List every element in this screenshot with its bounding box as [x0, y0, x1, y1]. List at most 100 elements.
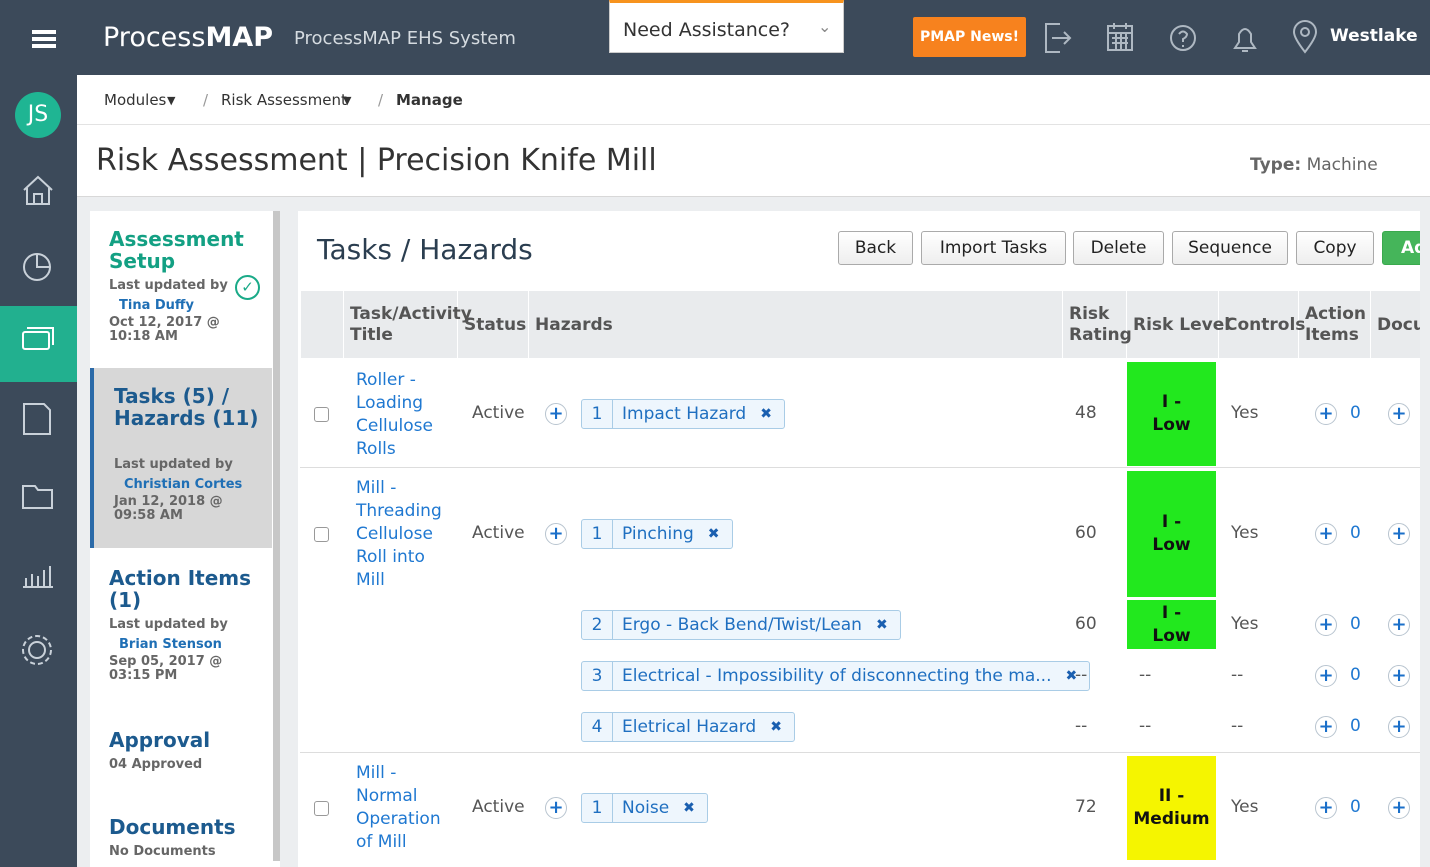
complete-icon: ✓: [235, 275, 260, 300]
controls: --: [1231, 716, 1244, 736]
sidebar-icons: [15, 30, 61, 665]
hazard-name[interactable]: Electrical - Impossibility of disconnect…: [622, 666, 1052, 686]
location[interactable]: Westlake: [1330, 26, 1418, 46]
column-header[interactable]: Action Items: [1305, 304, 1366, 345]
action-items[interactable]: 0: [1350, 523, 1361, 543]
add-action[interactable]: +: [1315, 403, 1337, 425]
hazard-name[interactable]: Impact Hazard: [622, 404, 747, 424]
action-items[interactable]: 0: [1350, 665, 1361, 685]
task-title[interactable]: Mill - Normal Operation of Mill: [356, 763, 441, 852]
hazard-tag[interactable]: 4 Eletrical Hazard ✖: [581, 712, 795, 742]
sidebar-active: [0, 306, 77, 382]
step[interactable]: Action Items (1) Last updated by Brian Ste…: [90, 550, 272, 710]
task-title[interactable]: Roller - Loading Cellulose Rolls: [356, 370, 433, 459]
crumb[interactable]: Modules: [104, 91, 167, 109]
hazard-tag[interactable]: 1 Noise ✖: [581, 793, 708, 823]
add-document[interactable]: +: [1388, 614, 1410, 636]
step[interactable]: Tasks (5) / Hazards (11) Last updated by C…: [90, 368, 272, 548]
add-document[interactable]: +: [1388, 716, 1410, 738]
hazard-name[interactable]: Eletrical Hazard: [622, 717, 757, 737]
checkbox[interactable]: [314, 407, 329, 422]
column-header[interactable]: Status: [464, 315, 527, 335]
scrollbar: [273, 211, 280, 861]
add-document[interactable]: +: [1388, 403, 1410, 425]
type: Type: Machine: [1250, 155, 1378, 175]
risk-rating: 60: [1075, 523, 1097, 543]
column-header[interactable]: Task/Activity Title: [350, 304, 472, 345]
logo-bold: MAP: [205, 22, 273, 53]
remove-hazard[interactable]: ✖: [1065, 668, 1078, 684]
column-divider: [457, 291, 458, 358]
updated-label: Last updated by: [114, 457, 233, 472]
updated-date: Sep 05, 2017 @ 03:15 PM: [109, 654, 223, 683]
task-title[interactable]: Mill - Threading Cellulose Roll into Mil…: [356, 478, 442, 590]
column-header[interactable]: Docu: [1377, 315, 1420, 335]
updated-date: Jan 12, 2018 @ 09:58 AM: [114, 494, 223, 523]
add-action[interactable]: +: [1315, 614, 1337, 636]
column-header[interactable]: Risk Rating: [1069, 304, 1132, 345]
assistance-dropdown[interactable]: Need Assistance? ⌄: [609, 0, 844, 53]
button[interactable]: Copy: [1296, 231, 1374, 265]
action-items[interactable]: 0: [1350, 716, 1361, 736]
action-items[interactable]: 0: [1350, 797, 1361, 817]
add-hazard[interactable]: +: [545, 523, 567, 545]
updated-label: Last updated by: [109, 617, 228, 632]
button[interactable]: Delete: [1073, 231, 1164, 265]
crumb[interactable]: Manage: [396, 91, 463, 109]
checkbox[interactable]: [314, 801, 329, 816]
column-header[interactable]: Controls: [1225, 315, 1306, 335]
news-button[interactable]: PMAP News!: [913, 17, 1026, 57]
remove-hazard[interactable]: ✖: [707, 526, 720, 542]
logo[interactable]: ProcessMAP: [103, 22, 273, 53]
remove-hazard[interactable]: ✖: [770, 719, 782, 735]
add-action[interactable]: +: [1315, 716, 1337, 738]
add-action[interactable]: +: [1315, 665, 1337, 687]
updated-date: Oct 12, 2017 @ 10:18 AM: [109, 315, 220, 344]
action-items[interactable]: 0: [1350, 403, 1361, 423]
step[interactable]: Assessment Setup Last updated by Tina Duff…: [90, 211, 272, 366]
task-status: Active: [472, 797, 525, 817]
step[interactable]: Approval 04 Approved: [90, 712, 272, 797]
add-action[interactable]: +: [1315, 797, 1337, 819]
hazard-name[interactable]: Noise: [622, 798, 670, 818]
add-action[interactable]: +: [1315, 523, 1337, 545]
button[interactable]: Back: [838, 231, 913, 265]
chevron: ⌄: [818, 17, 832, 36]
add-hazard[interactable]: +: [545, 403, 567, 425]
updated-by[interactable]: Christian Cortes: [124, 477, 243, 492]
row-divider: [300, 467, 1420, 468]
hazard-tag[interactable]: 1 Impact Hazard ✖: [581, 399, 785, 429]
remove-hazard[interactable]: ✖: [760, 406, 772, 422]
task-status: Active: [472, 403, 525, 423]
step-title: Approval: [109, 728, 211, 752]
button[interactable]: Import Tasks: [921, 231, 1066, 265]
type-label: Type:: [1250, 155, 1302, 175]
add-document[interactable]: +: [1388, 797, 1410, 819]
remove-hazard[interactable]: ✖: [683, 800, 695, 816]
button[interactable]: Ad: [1382, 231, 1420, 265]
hazard-tag[interactable]: 2 Ergo - Back Bend/Twist/Lean ✖: [581, 610, 901, 640]
crumb[interactable]: Risk Assessment: [221, 91, 347, 109]
step-title: Assessment Setup: [109, 227, 244, 273]
hazard-name[interactable]: Pinching: [622, 524, 694, 544]
updated-by[interactable]: Tina Duffy: [119, 298, 194, 313]
checkbox[interactable]: [314, 527, 329, 542]
action-items[interactable]: 0: [1350, 614, 1361, 634]
column-header[interactable]: Risk Level: [1133, 315, 1231, 335]
step[interactable]: Documents No Documents: [90, 799, 272, 865]
hazard-number: 1: [582, 400, 613, 428]
avatar[interactable]: JS: [27, 102, 49, 127]
add-document[interactable]: +: [1388, 665, 1410, 687]
hazard-name[interactable]: Ergo - Back Bend/Twist/Lean: [622, 615, 862, 635]
header-icons: [1045, 20, 1318, 54]
button[interactable]: Sequence: [1172, 231, 1288, 265]
add-hazard[interactable]: +: [545, 797, 567, 819]
hazard-tag[interactable]: 3 Electrical - Impossibility of disconnec…: [581, 661, 1091, 691]
column-header[interactable]: Hazards: [535, 315, 613, 335]
hazard-tag[interactable]: 1 Pinching ✖: [581, 519, 733, 549]
remove-hazard[interactable]: ✖: [875, 617, 888, 633]
steps-panel: Assessment Setup Last updated by Tina Duff…: [90, 211, 280, 867]
panel-title: Tasks / Hazards: [317, 233, 533, 266]
add-document[interactable]: +: [1388, 523, 1410, 545]
updated-by[interactable]: Brian Stenson: [119, 637, 222, 652]
